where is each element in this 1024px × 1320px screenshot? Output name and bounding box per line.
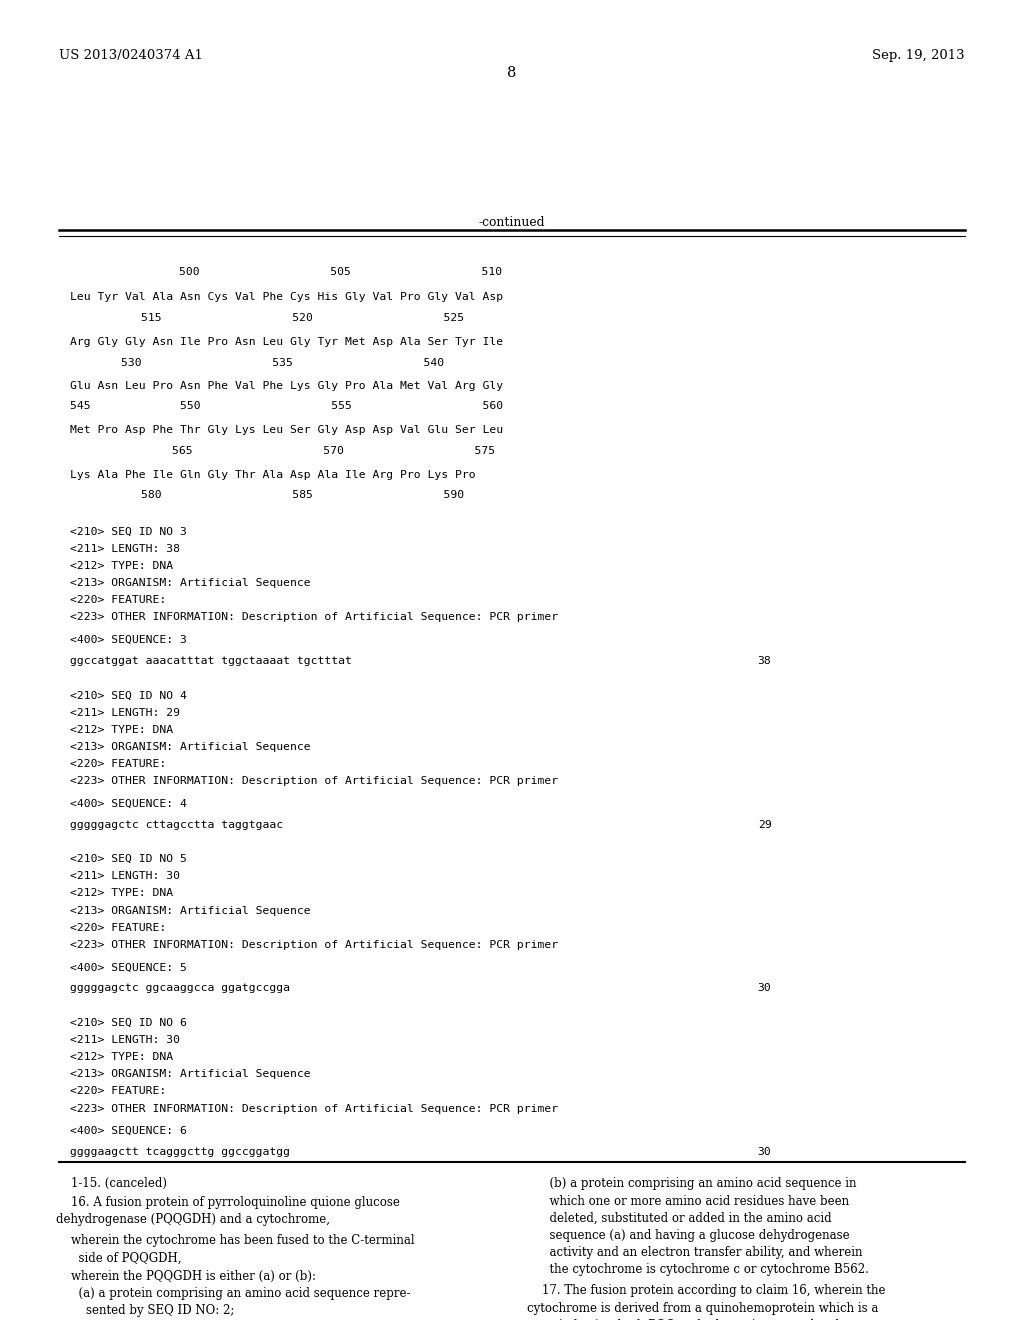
- Text: Arg Gly Gly Asn Ile Pro Asn Leu Gly Tyr Met Asp Ala Ser Tyr Ile: Arg Gly Gly Asn Ile Pro Asn Leu Gly Tyr …: [70, 337, 503, 347]
- Text: <213> ORGANISM: Artificial Sequence: <213> ORGANISM: Artificial Sequence: [70, 906, 310, 916]
- Text: <400> SEQUENCE: 4: <400> SEQUENCE: 4: [70, 799, 186, 809]
- Text: <220> FEATURE:: <220> FEATURE:: [70, 759, 166, 770]
- Text: <223> OTHER INFORMATION: Description of Artificial Sequence: PCR primer: <223> OTHER INFORMATION: Description of …: [70, 1104, 558, 1114]
- Text: 16. A fusion protein of pyrroloquinoline quione glucose: 16. A fusion protein of pyrroloquinoline…: [56, 1196, 400, 1209]
- Text: side of PQQGDH,: side of PQQGDH,: [56, 1251, 182, 1265]
- Text: <223> OTHER INFORMATION: Description of Artificial Sequence: PCR primer: <223> OTHER INFORMATION: Description of …: [70, 776, 558, 787]
- Text: 17. The fusion protein according to claim 16, wherein the: 17. The fusion protein according to clai…: [527, 1284, 886, 1298]
- Text: 30: 30: [758, 1147, 771, 1158]
- Text: dehydrogenase (PQQGDH) and a cytochrome,: dehydrogenase (PQQGDH) and a cytochrome,: [56, 1213, 331, 1226]
- Text: <212> TYPE: DNA: <212> TYPE: DNA: [70, 561, 173, 572]
- Text: 580                   585                   590: 580 585 590: [141, 490, 465, 500]
- Text: <211> LENGTH: 30: <211> LENGTH: 30: [70, 871, 179, 882]
- Text: the cytochrome is cytochrome c or cytochrome B562.: the cytochrome is cytochrome c or cytoch…: [527, 1263, 869, 1276]
- Text: ggccatggat aaacatttat tggctaaaat tgctttat: ggccatggat aaacatttat tggctaaaat tgcttta…: [70, 656, 351, 667]
- Text: protein having both PQQ and a heme in one molecule.: protein having both PQQ and a heme in on…: [527, 1319, 850, 1320]
- Text: which one or more amino acid residues have been: which one or more amino acid residues ha…: [527, 1195, 850, 1208]
- Text: <213> ORGANISM: Artificial Sequence: <213> ORGANISM: Artificial Sequence: [70, 742, 310, 752]
- Text: cytochrome is derived from a quinohemoprotein which is a: cytochrome is derived from a quinohemopr…: [527, 1302, 879, 1315]
- Text: <212> TYPE: DNA: <212> TYPE: DNA: [70, 888, 173, 899]
- Text: Sep. 19, 2013: Sep. 19, 2013: [872, 49, 965, 62]
- Text: <210> SEQ ID NO 6: <210> SEQ ID NO 6: [70, 1018, 186, 1028]
- Text: wherein the cytochrome has been fused to the C-terminal: wherein the cytochrome has been fused to…: [56, 1234, 415, 1247]
- Text: -continued: -continued: [479, 216, 545, 230]
- Text: <210> SEQ ID NO 5: <210> SEQ ID NO 5: [70, 854, 186, 865]
- Text: 515                   520                   525: 515 520 525: [141, 313, 465, 323]
- Text: <223> OTHER INFORMATION: Description of Artificial Sequence: PCR primer: <223> OTHER INFORMATION: Description of …: [70, 940, 558, 950]
- Text: 565                   570                   575: 565 570 575: [172, 446, 496, 457]
- Text: sequence (a) and having a glucose dehydrogenase: sequence (a) and having a glucose dehydr…: [527, 1229, 850, 1242]
- Text: 29: 29: [758, 820, 771, 830]
- Text: <400> SEQUENCE: 6: <400> SEQUENCE: 6: [70, 1126, 186, 1137]
- Text: Lys Ala Phe Ile Gln Gly Thr Ala Asp Ala Ile Arg Pro Lys Pro: Lys Ala Phe Ile Gln Gly Thr Ala Asp Ala …: [70, 470, 475, 480]
- Text: <213> ORGANISM: Artificial Sequence: <213> ORGANISM: Artificial Sequence: [70, 1069, 310, 1080]
- Text: Leu Tyr Val Ala Asn Cys Val Phe Cys His Gly Val Pro Gly Val Asp: Leu Tyr Val Ala Asn Cys Val Phe Cys His …: [70, 292, 503, 302]
- Text: US 2013/0240374 A1: US 2013/0240374 A1: [59, 49, 204, 62]
- Text: gggggagctc cttagcctta taggtgaac: gggggagctc cttagcctta taggtgaac: [70, 820, 283, 830]
- Text: 530                   535                   540: 530 535 540: [121, 358, 444, 368]
- Text: gggggagctc ggcaaggcca ggatgccgga: gggggagctc ggcaaggcca ggatgccgga: [70, 983, 290, 994]
- Text: (a) a protein comprising an amino acid sequence repre-: (a) a protein comprising an amino acid s…: [56, 1287, 411, 1300]
- Text: <220> FEATURE:: <220> FEATURE:: [70, 595, 166, 606]
- Text: <212> TYPE: DNA: <212> TYPE: DNA: [70, 1052, 173, 1063]
- Text: sented by SEQ ID NO: 2;: sented by SEQ ID NO: 2;: [56, 1304, 234, 1317]
- Text: wherein the PQQGDH is either (a) or (b):: wherein the PQQGDH is either (a) or (b):: [56, 1270, 316, 1283]
- Text: <223> OTHER INFORMATION: Description of Artificial Sequence: PCR primer: <223> OTHER INFORMATION: Description of …: [70, 612, 558, 623]
- Text: <220> FEATURE:: <220> FEATURE:: [70, 1086, 166, 1097]
- Text: deleted, substituted or added in the amino acid: deleted, substituted or added in the ami…: [527, 1212, 831, 1225]
- Text: (b) a protein comprising an amino acid sequence in: (b) a protein comprising an amino acid s…: [527, 1177, 857, 1191]
- Text: activity and an electron transfer ability, and wherein: activity and an electron transfer abilit…: [527, 1246, 863, 1259]
- Text: <400> SEQUENCE: 5: <400> SEQUENCE: 5: [70, 962, 186, 973]
- Text: <211> LENGTH: 29: <211> LENGTH: 29: [70, 708, 179, 718]
- Text: 8: 8: [507, 66, 517, 81]
- Text: 30: 30: [758, 983, 771, 994]
- Text: <210> SEQ ID NO 4: <210> SEQ ID NO 4: [70, 690, 186, 701]
- Text: ggggaagctt tcagggcttg ggccggatgg: ggggaagctt tcagggcttg ggccggatgg: [70, 1147, 290, 1158]
- Text: <212> TYPE: DNA: <212> TYPE: DNA: [70, 725, 173, 735]
- Text: 38: 38: [758, 656, 771, 667]
- Text: <211> LENGTH: 38: <211> LENGTH: 38: [70, 544, 179, 554]
- Text: 1-15. (canceled): 1-15. (canceled): [56, 1177, 167, 1191]
- Text: <210> SEQ ID NO 3: <210> SEQ ID NO 3: [70, 527, 186, 537]
- Text: Glu Asn Leu Pro Asn Phe Val Phe Lys Gly Pro Ala Met Val Arg Gly: Glu Asn Leu Pro Asn Phe Val Phe Lys Gly …: [70, 381, 503, 392]
- Text: <220> FEATURE:: <220> FEATURE:: [70, 923, 166, 933]
- Text: 545             550                   555                   560: 545 550 555 560: [70, 401, 503, 412]
- Text: <211> LENGTH: 30: <211> LENGTH: 30: [70, 1035, 179, 1045]
- Text: <400> SEQUENCE: 3: <400> SEQUENCE: 3: [70, 635, 186, 645]
- Text: Met Pro Asp Phe Thr Gly Lys Leu Ser Gly Asp Asp Val Glu Ser Leu: Met Pro Asp Phe Thr Gly Lys Leu Ser Gly …: [70, 425, 503, 436]
- Text: <213> ORGANISM: Artificial Sequence: <213> ORGANISM: Artificial Sequence: [70, 578, 310, 589]
- Text: 500                   505                   510: 500 505 510: [179, 267, 503, 277]
